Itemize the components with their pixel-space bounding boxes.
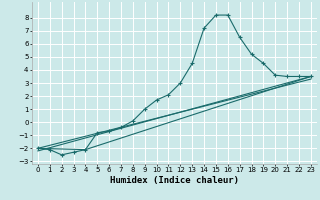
X-axis label: Humidex (Indice chaleur): Humidex (Indice chaleur) [110,176,239,185]
